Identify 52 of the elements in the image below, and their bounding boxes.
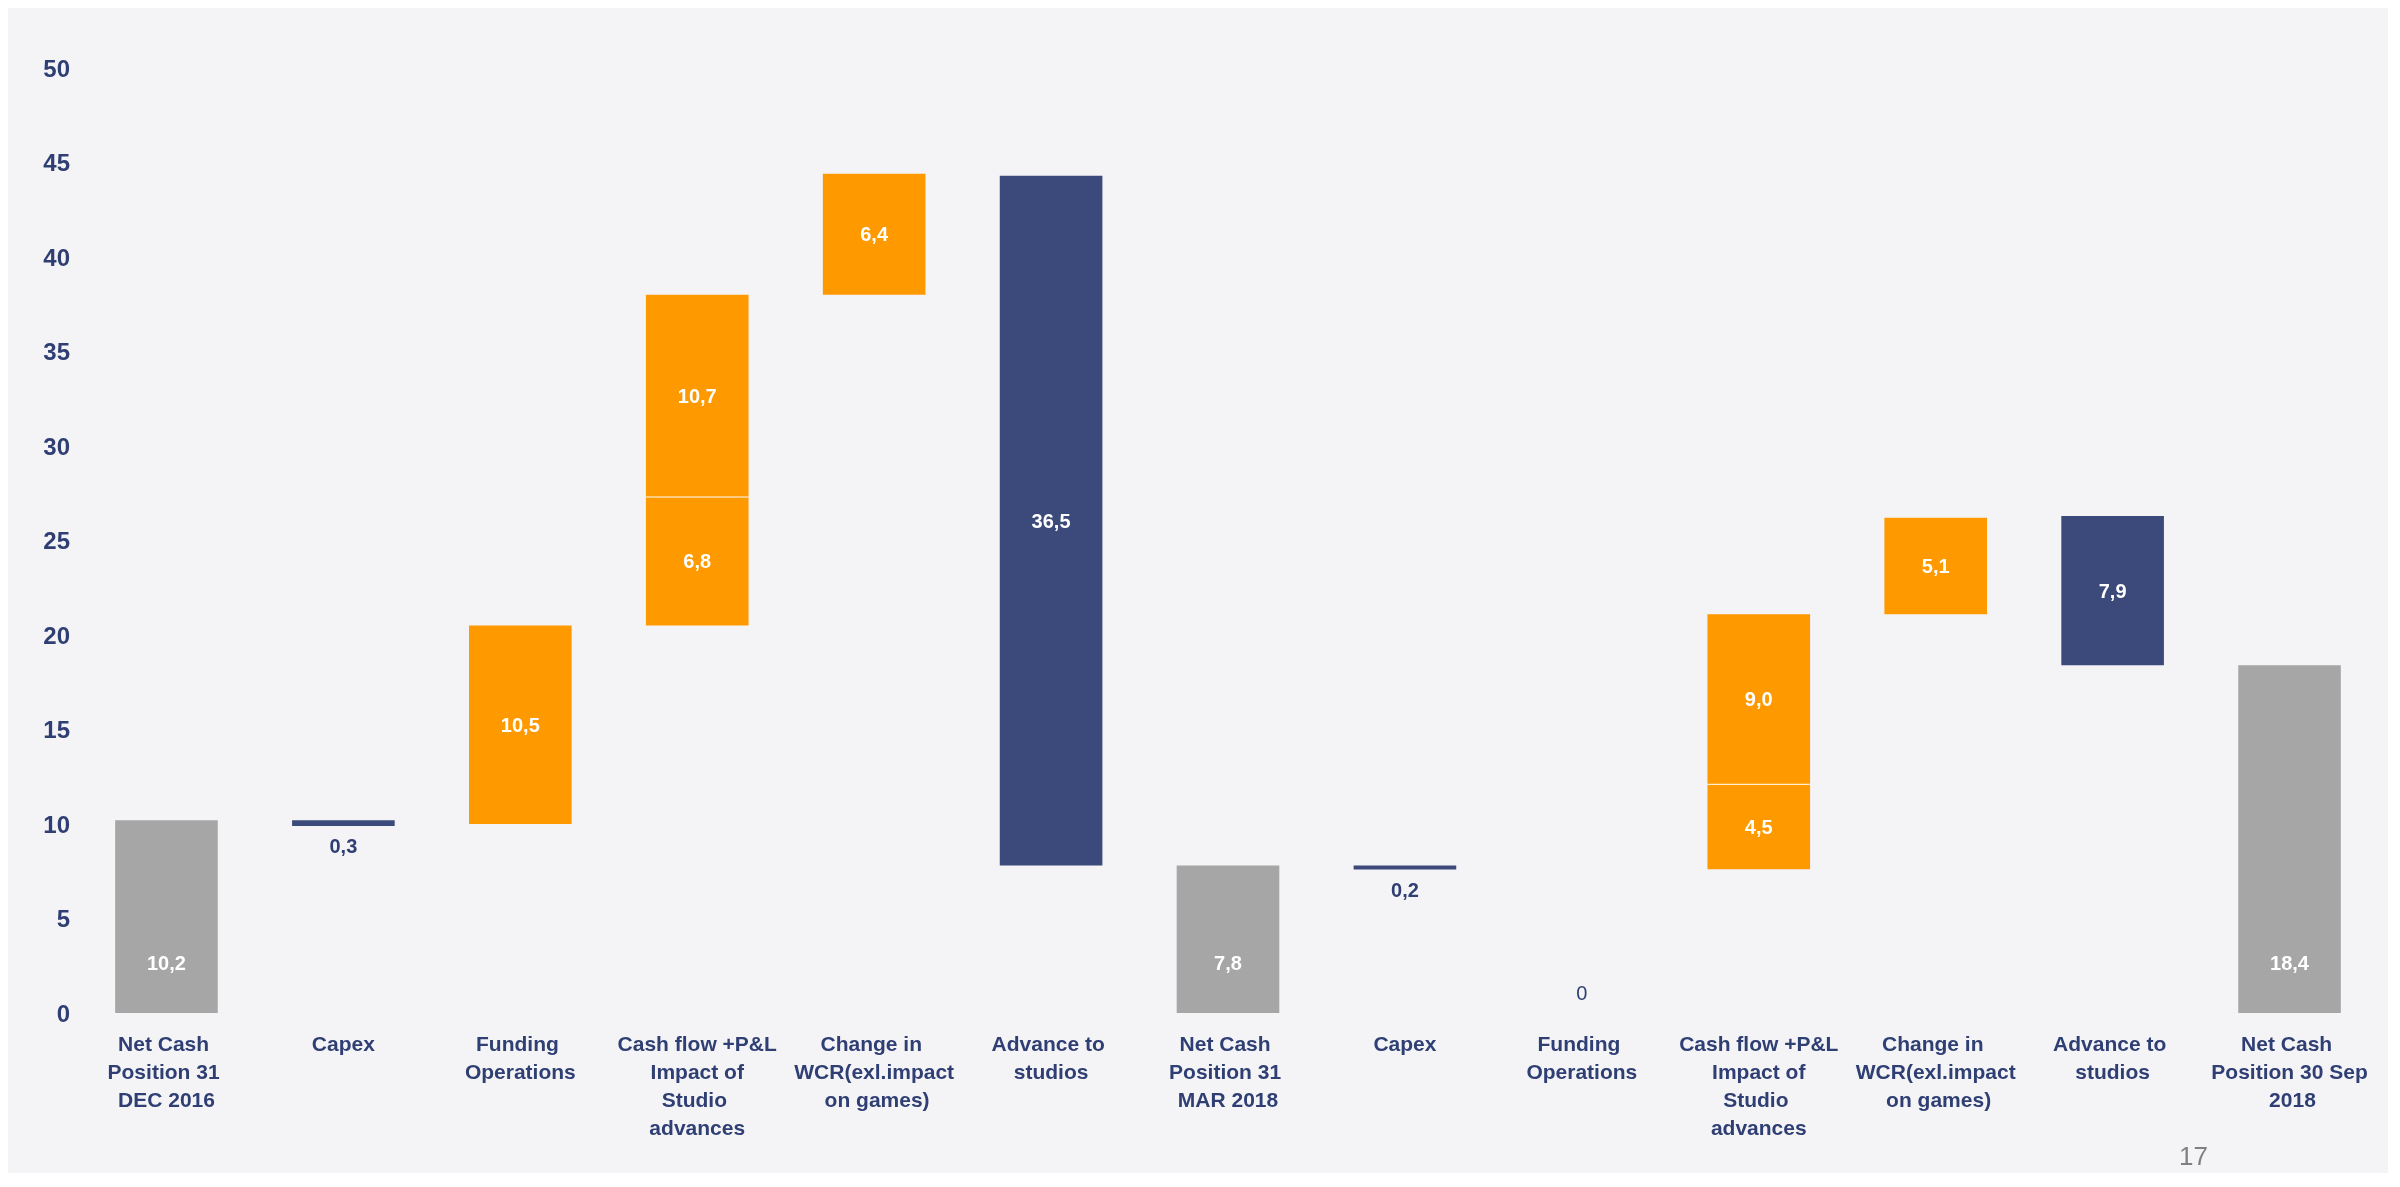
data-label: 18,4 xyxy=(2270,952,2310,974)
y-tick-label: 5 xyxy=(56,905,70,932)
data-label: 0 xyxy=(1576,982,1588,1004)
bar xyxy=(115,820,218,1013)
x-tick-label: Change in WCR(exl.impact on games) xyxy=(794,1031,955,1111)
bar xyxy=(1176,865,1280,1013)
data-label: 10,2 xyxy=(146,952,186,974)
text: 17 xyxy=(2179,1141,2208,1171)
y-tick-label: 10 xyxy=(43,810,70,838)
data-label: 7,8 xyxy=(1214,952,1242,974)
bar xyxy=(2061,515,2164,666)
data-label: 0,3 xyxy=(329,834,358,857)
x-tick-label: Net Cash Position 31 MAR 2018 xyxy=(1169,1031,1287,1111)
y-tick-label: 0 xyxy=(56,999,70,1027)
y-tick-label: 45 xyxy=(43,149,70,176)
y-tick-label: 15 xyxy=(43,716,70,743)
bar xyxy=(2238,665,2341,1013)
data-label: 6,8 xyxy=(683,550,712,573)
data-label: 4,5 xyxy=(1744,815,1773,838)
bar xyxy=(645,497,749,626)
data-label: 9,0 xyxy=(1744,688,1773,711)
bar xyxy=(1353,865,1457,870)
bar xyxy=(822,173,926,295)
bar xyxy=(292,820,395,826)
bar xyxy=(645,294,749,498)
x-tick-label: Net Cash Position 30 Sep 2018 xyxy=(2211,1031,2368,1111)
data-label: 6,4 xyxy=(860,223,889,246)
bar xyxy=(999,175,1103,866)
data-label: 5,1 xyxy=(1921,555,1950,578)
x-tick-label: Funding Operations xyxy=(464,1031,576,1083)
y-tick-label: 20 xyxy=(43,621,70,649)
data-label: 10,7 xyxy=(677,384,717,407)
x-tick-label: Capex xyxy=(1373,1031,1437,1055)
y-tick-label: 40 xyxy=(43,243,70,271)
x-tick-label: Advance to studios xyxy=(2053,1031,2173,1083)
data-label: 7,9 xyxy=(2098,579,2127,602)
data-label: 36,5 xyxy=(1031,509,1071,532)
y-tick-label: 25 xyxy=(43,527,70,554)
x-tick-label: Net Cash Position 31 DEC 2016 xyxy=(107,1031,226,1111)
x-tick-label: Change in WCR(exl.impact on games) xyxy=(1855,1031,2016,1111)
x-tick-label: Funding Operations xyxy=(1526,1031,1638,1083)
data-label: 0,2 xyxy=(1391,878,1419,901)
data-label: 10,5 xyxy=(500,713,540,736)
y-tick-label: 50 xyxy=(43,54,70,82)
bar xyxy=(1884,517,1987,615)
x-tick-label: Advance to studios xyxy=(991,1031,1111,1083)
y-tick-label: 30 xyxy=(43,432,70,460)
x-tick-label: Cash flow +P&L Impact of Studio advances xyxy=(617,1031,778,1139)
y-tick-label: 35 xyxy=(43,338,70,365)
x-tick-label: Cash flow +P&L Impact of Studio advances xyxy=(1679,1031,1839,1139)
bar xyxy=(469,625,572,824)
x-tick-label: Capex xyxy=(311,1031,376,1055)
